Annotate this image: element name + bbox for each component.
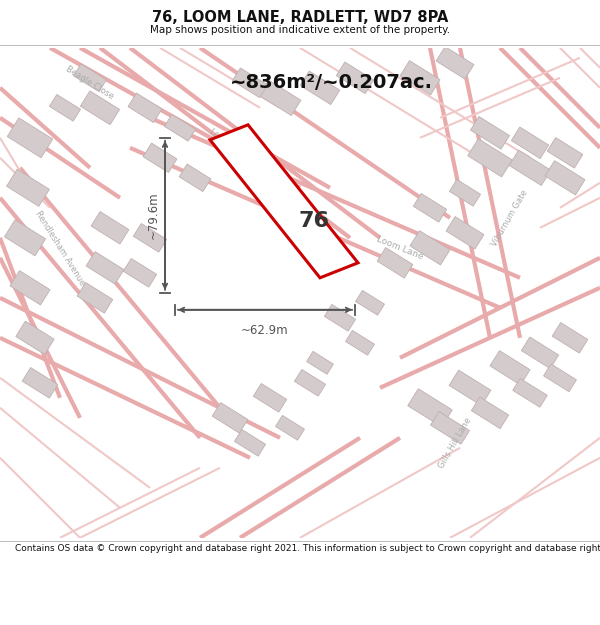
- Text: ~836m²/~0.207ac.: ~836m²/~0.207ac.: [230, 73, 433, 92]
- Bar: [179, 164, 211, 192]
- Text: Map shows position and indicative extent of the property.: Map shows position and indicative extent…: [150, 25, 450, 35]
- Bar: [446, 217, 484, 249]
- Text: Loom Lane: Loom Lane: [208, 127, 252, 159]
- Bar: [275, 416, 304, 440]
- Bar: [356, 291, 385, 315]
- Bar: [91, 212, 129, 244]
- Bar: [295, 369, 326, 396]
- Bar: [472, 397, 509, 429]
- Bar: [410, 231, 450, 265]
- Bar: [377, 248, 413, 278]
- Text: ~79.6m: ~79.6m: [146, 191, 160, 239]
- Bar: [408, 389, 452, 427]
- Bar: [337, 62, 374, 94]
- Bar: [22, 368, 58, 398]
- Bar: [521, 337, 559, 369]
- Text: Gills Hill Lane: Gills Hill Lane: [437, 416, 473, 470]
- Bar: [430, 411, 470, 444]
- Bar: [468, 139, 512, 177]
- Text: Beagle Close: Beagle Close: [64, 64, 116, 101]
- Bar: [232, 68, 268, 98]
- Polygon shape: [210, 125, 358, 278]
- Bar: [325, 304, 356, 331]
- Bar: [16, 321, 54, 354]
- Bar: [86, 252, 124, 284]
- Bar: [7, 169, 49, 206]
- Bar: [128, 93, 162, 122]
- Bar: [436, 47, 474, 79]
- Bar: [307, 351, 334, 374]
- Bar: [509, 150, 551, 186]
- Text: ~62.9m: ~62.9m: [241, 324, 289, 337]
- Bar: [49, 94, 80, 121]
- Bar: [164, 114, 196, 141]
- Bar: [513, 378, 547, 408]
- Bar: [124, 259, 157, 287]
- Bar: [552, 322, 588, 353]
- Bar: [346, 331, 374, 355]
- Bar: [511, 127, 548, 159]
- Bar: [449, 370, 491, 406]
- Text: Contains OS data © Crown copyright and database right 2021. This information is : Contains OS data © Crown copyright and d…: [15, 544, 600, 553]
- Bar: [470, 116, 509, 149]
- Bar: [413, 194, 446, 222]
- Text: 76: 76: [299, 211, 329, 231]
- Bar: [545, 161, 585, 195]
- Text: 76, LOOM LANE, RADLETT, WD7 8PA: 76, LOOM LANE, RADLETT, WD7 8PA: [152, 10, 448, 25]
- Bar: [449, 179, 481, 206]
- Text: Viburnum Gate: Viburnum Gate: [490, 188, 530, 248]
- Bar: [80, 91, 119, 125]
- Bar: [300, 71, 340, 104]
- Bar: [544, 364, 577, 392]
- Bar: [253, 384, 287, 412]
- Bar: [212, 402, 248, 433]
- Bar: [133, 224, 167, 252]
- Bar: [10, 271, 50, 305]
- Bar: [74, 64, 106, 92]
- Bar: [7, 118, 53, 158]
- Bar: [235, 429, 266, 456]
- Bar: [400, 61, 440, 95]
- Bar: [4, 220, 46, 256]
- Bar: [490, 351, 530, 385]
- Bar: [77, 282, 113, 313]
- Bar: [143, 143, 177, 172]
- Text: Loom Lane: Loom Lane: [376, 234, 425, 261]
- Text: Rendlesham Avenue: Rendlesham Avenue: [34, 209, 86, 287]
- Bar: [259, 80, 301, 116]
- Bar: [547, 138, 583, 168]
